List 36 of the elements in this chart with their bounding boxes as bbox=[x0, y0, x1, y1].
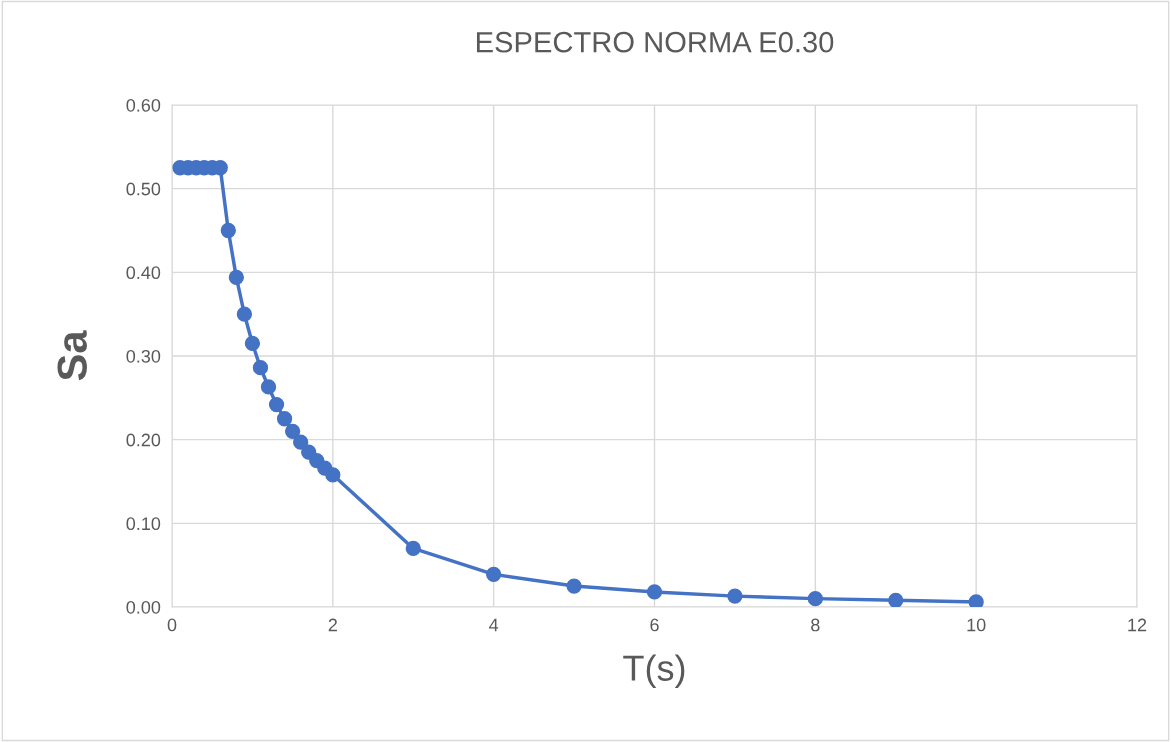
x-tick-label: 10 bbox=[967, 618, 986, 632]
point bbox=[260, 379, 277, 395]
point bbox=[888, 592, 904, 607]
y-tick-label: 0.00 bbox=[126, 600, 161, 614]
point bbox=[727, 588, 743, 604]
y-tick-label: 0.10 bbox=[126, 517, 161, 531]
point bbox=[236, 306, 253, 322]
y-axis-title: Sa bbox=[57, 330, 87, 381]
x-tick-label: 8 bbox=[811, 618, 820, 632]
point bbox=[268, 396, 285, 413]
x-tick-label: 12 bbox=[1128, 618, 1147, 632]
point bbox=[276, 411, 293, 427]
y-tick-label: 0.20 bbox=[126, 433, 161, 447]
point bbox=[252, 360, 269, 376]
y-tick-label: 0.60 bbox=[126, 98, 161, 112]
point bbox=[807, 590, 823, 607]
point bbox=[566, 578, 582, 594]
y-tick-label: 0.50 bbox=[126, 182, 161, 196]
point bbox=[244, 335, 261, 352]
x-axis-title: T(s) bbox=[623, 654, 685, 689]
point bbox=[486, 566, 502, 583]
x-tick-label: 0 bbox=[167, 618, 177, 632]
y-tick-label: 0.40 bbox=[126, 266, 161, 280]
point bbox=[405, 540, 421, 557]
point bbox=[284, 423, 301, 439]
point bbox=[293, 434, 309, 450]
point bbox=[325, 467, 341, 483]
point bbox=[646, 584, 663, 600]
x-tick-label: 2 bbox=[328, 618, 337, 632]
y-tick-label: 0.30 bbox=[126, 349, 161, 363]
point bbox=[220, 222, 236, 239]
point bbox=[228, 269, 244, 285]
x-tick-label: 4 bbox=[489, 618, 499, 632]
point bbox=[968, 594, 984, 607]
x-tick-label: 6 bbox=[650, 618, 659, 632]
chart-title: ESPECTRO NORMA E0.30 bbox=[476, 31, 834, 53]
